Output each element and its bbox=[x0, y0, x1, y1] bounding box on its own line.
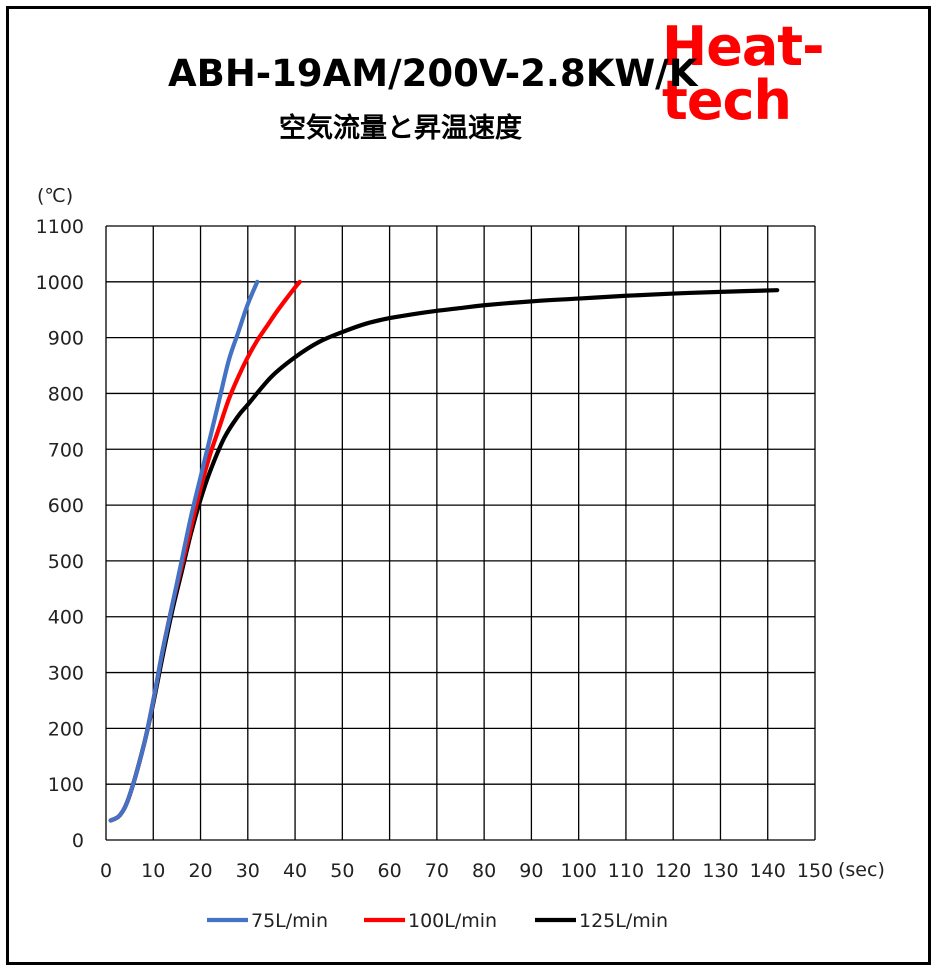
y-tick-label: 300 bbox=[48, 663, 84, 685]
x-tick-label: 10 bbox=[141, 860, 165, 882]
x-tick-label: 60 bbox=[378, 860, 402, 882]
chart-frame bbox=[6, 6, 931, 965]
y-tick-label: 700 bbox=[48, 439, 84, 461]
chart-legend: 75L/min 100L/min 125L/min bbox=[207, 910, 668, 932]
x-tick-label: 70 bbox=[425, 860, 449, 882]
y-tick-label: 900 bbox=[48, 328, 84, 350]
chart-ticks: 0 100 200 300 400 500 600 700 800 900 1000 1100 0 10 2… bbox=[36, 216, 833, 882]
brand-logo: Heat-tech bbox=[662, 15, 824, 132]
y-tick-label: 1100 bbox=[36, 216, 84, 238]
y-tick-label: 600 bbox=[48, 495, 84, 517]
chart-series bbox=[108, 279, 780, 823]
x-axis-unit: (sec) bbox=[838, 859, 885, 881]
x-tick-label: 120 bbox=[655, 860, 691, 882]
x-tick-label: 80 bbox=[472, 860, 496, 882]
series-line-100lmin bbox=[108, 279, 302, 823]
legend-label: 100L/min bbox=[408, 910, 497, 932]
x-tick-label: 90 bbox=[519, 860, 543, 882]
x-tick-label: 40 bbox=[283, 860, 307, 882]
x-tick-label: 110 bbox=[608, 860, 644, 882]
series-line-125lmin bbox=[108, 288, 780, 823]
y-tick-label: 200 bbox=[48, 718, 84, 740]
chart-title: ABH-19AM/200V-2.8KW/K bbox=[168, 52, 698, 95]
y-tick-label: 500 bbox=[48, 551, 84, 573]
y-tick-label: 0 bbox=[72, 830, 84, 852]
y-tick-label: 1000 bbox=[36, 272, 84, 294]
x-tick-label: 140 bbox=[750, 860, 786, 882]
legend-label: 75L/min bbox=[251, 910, 328, 932]
x-tick-label: 0 bbox=[100, 860, 112, 882]
y-tick-label: 100 bbox=[48, 774, 84, 796]
y-tick-label: 400 bbox=[48, 607, 84, 629]
chart-subtitle: 空気流量と昇温速度 bbox=[279, 113, 522, 144]
legend-label: 125L/min bbox=[579, 910, 668, 932]
series-line-75lmin bbox=[108, 279, 260, 823]
chart-grid bbox=[105, 225, 816, 841]
x-tick-label: 100 bbox=[561, 860, 597, 882]
x-tick-label: 130 bbox=[702, 860, 738, 882]
x-tick-label: 50 bbox=[330, 860, 354, 882]
x-tick-label: 150 bbox=[797, 860, 833, 882]
x-tick-label: 20 bbox=[188, 860, 212, 882]
y-tick-label: 800 bbox=[48, 383, 84, 405]
y-axis-unit: (℃) bbox=[37, 185, 73, 207]
x-tick-label: 30 bbox=[236, 860, 260, 882]
